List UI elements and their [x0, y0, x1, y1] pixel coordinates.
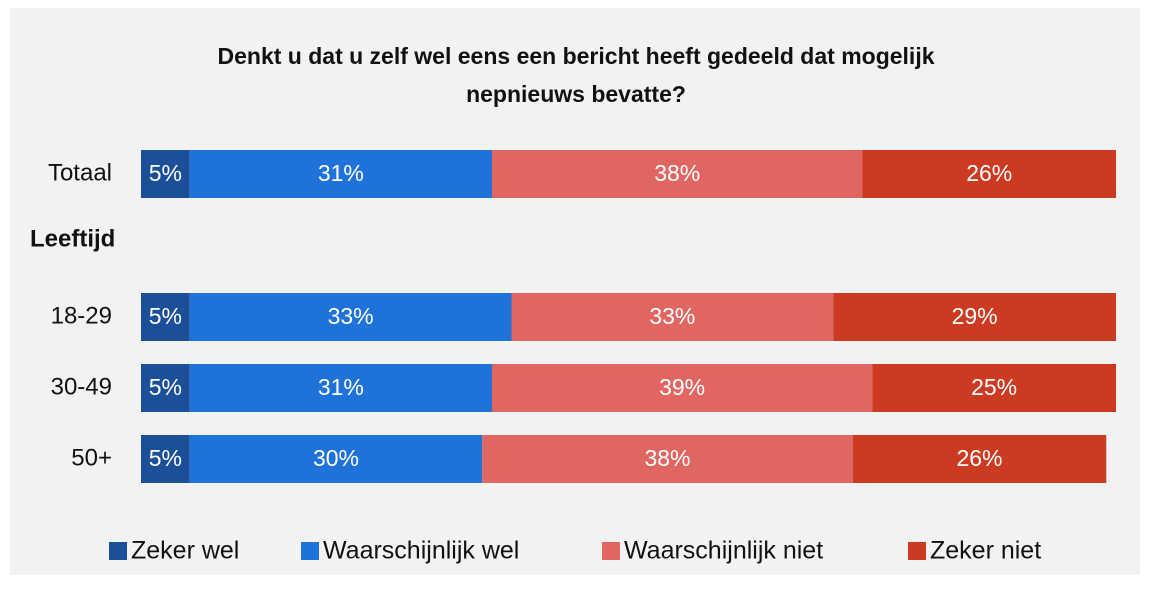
data-label: 26%	[966, 160, 1012, 186]
bar-segment	[141, 364, 190, 412]
legend-label: Waarschijnlijk niet	[624, 537, 823, 565]
data-label: 33%	[328, 303, 374, 329]
data-label: 39%	[659, 374, 705, 400]
data-label: 38%	[654, 160, 700, 186]
bar-segment	[141, 435, 190, 483]
bar-segment	[492, 150, 863, 198]
data-label: 31%	[318, 374, 364, 400]
data-label: 30%	[313, 445, 359, 471]
data-label: 33%	[649, 303, 695, 329]
bar-segment	[852, 435, 1107, 483]
y-tick-label: 18-29	[51, 302, 112, 329]
y-tick-label: 50+	[71, 444, 112, 471]
chart-title: Denkt u dat u zelf wel eens een bericht …	[218, 43, 935, 107]
data-label: 38%	[644, 445, 690, 471]
data-label: 29%	[952, 303, 998, 329]
data-label: 5%	[149, 160, 182, 186]
y-tick-label: Totaal	[48, 159, 112, 186]
legend-swatch	[602, 542, 620, 560]
bar-segment	[189, 435, 483, 483]
data-label: 5%	[149, 374, 182, 400]
bar-segment	[872, 364, 1116, 412]
data-label: 5%	[149, 303, 182, 329]
bar-segment	[833, 293, 1116, 341]
group-label: Leeftijd	[30, 225, 115, 252]
y-tick-label: 30-49	[51, 373, 112, 400]
bar-segment	[511, 293, 834, 341]
data-label: 25%	[971, 374, 1017, 400]
data-label: 5%	[149, 445, 182, 471]
bar-segment	[492, 364, 873, 412]
legend-swatch	[301, 542, 319, 560]
bar-segment	[482, 435, 853, 483]
legend-label: Zeker wel	[131, 537, 239, 565]
bar-segment	[141, 150, 190, 198]
bar-segment	[189, 150, 492, 198]
legend-label: Zeker niet	[930, 537, 1041, 565]
bar-segment	[862, 150, 1116, 198]
legend-swatch	[908, 542, 926, 560]
legend-swatch	[109, 542, 127, 560]
data-label: 31%	[318, 160, 364, 186]
legend-label: Waarschijnlijk wel	[323, 537, 519, 565]
bar-segment	[141, 293, 190, 341]
bar-segment	[189, 293, 512, 341]
data-label: 26%	[956, 445, 1002, 471]
bar-segment	[189, 364, 492, 412]
